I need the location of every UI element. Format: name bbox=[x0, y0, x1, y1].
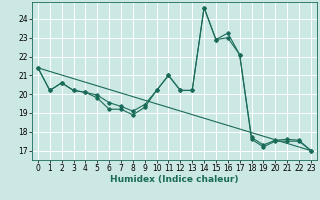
X-axis label: Humidex (Indice chaleur): Humidex (Indice chaleur) bbox=[110, 175, 239, 184]
